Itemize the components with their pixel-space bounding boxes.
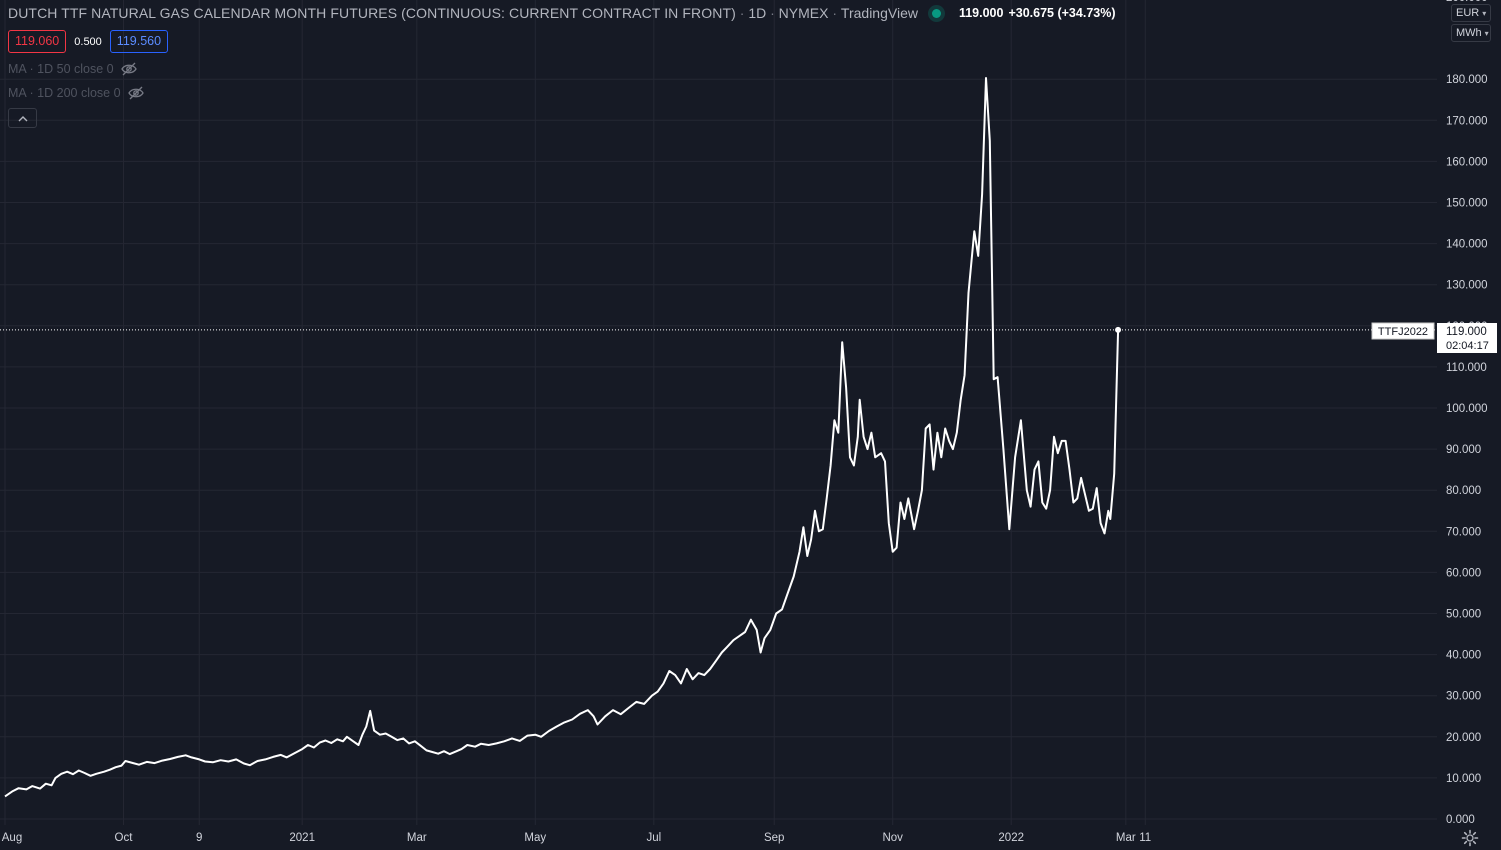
y-tick-label: 70.000 xyxy=(1446,526,1481,538)
interval-label: 1D xyxy=(748,5,767,21)
eye-off-icon[interactable] xyxy=(127,86,145,100)
x-tick-label: 9 xyxy=(196,832,202,844)
price-tag-countdown: 02:04:17 xyxy=(1446,340,1489,352)
settings-gear-icon[interactable] xyxy=(1461,829,1479,847)
price-tag-value: 119.000 xyxy=(1446,326,1487,338)
symbol-title[interactable]: DUTCH TTF NATURAL GAS CALENDAR MONTH FUT… xyxy=(8,5,736,21)
y-tick-label: 40.000 xyxy=(1446,650,1481,662)
y-tick-label: 110.000 xyxy=(1446,362,1487,374)
y-tick-label: 60.000 xyxy=(1446,567,1481,579)
y-tick-label: 10.000 xyxy=(1446,773,1481,785)
price-tag-box xyxy=(1437,323,1497,353)
currency-label: EUR xyxy=(1456,7,1480,19)
y-tick-label: 150.000 xyxy=(1446,198,1488,210)
exchange-label: NYMEX xyxy=(778,5,829,21)
symbol-tag-box xyxy=(1371,322,1435,340)
eye-off-icon[interactable] xyxy=(120,62,138,76)
x-tick-label: Mar xyxy=(1116,832,1136,844)
indicator-label: MA · 1D 50 close 0 xyxy=(8,62,114,76)
sell-button[interactable]: 119.060 xyxy=(8,30,67,53)
price-series-line xyxy=(4,77,1120,798)
y-tick-label: 0.000 xyxy=(1446,814,1475,826)
x-tick-label: Sep xyxy=(764,832,784,844)
x-tick-label: Nov xyxy=(882,832,903,844)
unit-selector[interactable]: MWh ▾ xyxy=(1451,24,1491,42)
symbol-price-tag: TTFJ2022 xyxy=(1371,322,1435,340)
x-tick-label: 2022 xyxy=(998,832,1024,844)
y-tick-label: 80.000 xyxy=(1446,485,1481,497)
y-tick-label: 50.000 xyxy=(1446,609,1481,621)
time-axis[interactable] xyxy=(0,825,1501,850)
y-tick-label: 200.000 xyxy=(1446,0,1488,4)
provider-label: TradingView xyxy=(840,5,918,21)
market-status-icon[interactable] xyxy=(931,8,941,18)
chevron-down-icon: ▾ xyxy=(1482,8,1487,18)
last-price-value: 119.000 xyxy=(958,6,1004,20)
x-tick-label: Jul xyxy=(646,832,661,844)
time-axis-labels: Aug Oct 9 2021 Mar May Jul Sep Nov 2022 Mar 11 xyxy=(2,832,1151,844)
indicator-label: MA · 1D 200 close 0 xyxy=(8,86,121,100)
y-tick-label: 30.000 xyxy=(1446,691,1481,703)
y-tick-label: 160.000 xyxy=(1446,156,1488,168)
x-tick-label: May xyxy=(524,832,546,844)
x-tick-label: 11 xyxy=(1139,832,1151,844)
indicator-ma50[interactable]: MA · 1D 50 close 0 xyxy=(8,62,138,76)
last-price-tag: 119.000 02:04:17 xyxy=(1437,323,1497,353)
chart-legend-header: DUTCH TTF NATURAL GAS CALENDAR MONTH FUT… xyxy=(8,5,1116,21)
chevron-up-icon xyxy=(18,115,27,121)
y-tick-label: 130.000 xyxy=(1446,280,1488,292)
price-axis-labels: 0.000 10.000 20.000 30.000 40.000 50.000 60.00… xyxy=(1446,0,1488,826)
y-tick-label: 90.000 xyxy=(1446,444,1481,456)
x-tick-label: Mar xyxy=(407,832,427,844)
last-price-marker xyxy=(1115,326,1122,333)
spread-value: 0.500 xyxy=(74,35,102,48)
x-tick-label: 2021 xyxy=(289,832,315,844)
y-tick-label: 100.000 xyxy=(1446,403,1488,415)
vertical-gridlines xyxy=(4,0,1146,825)
price-change-value: +30.675 (+34.73%) xyxy=(1008,6,1116,20)
price-axis[interactable] xyxy=(1437,0,1501,850)
x-tick-label: Aug xyxy=(2,832,22,844)
collapse-legend-button[interactable] xyxy=(8,108,37,128)
x-tick-label: Oct xyxy=(115,832,134,844)
buy-button[interactable]: 119.560 xyxy=(109,30,169,53)
bid-ask-row: 119.060 0.500 119.560 xyxy=(8,30,169,53)
symbol-tag-label: TTFJ2022 xyxy=(1378,326,1428,338)
chevron-down-icon: ▾ xyxy=(1484,28,1489,38)
y-tick-label: 20.000 xyxy=(1446,732,1481,744)
y-tick-label: 140.000 xyxy=(1446,239,1488,251)
indicator-ma200[interactable]: MA · 1D 200 close 0 xyxy=(8,86,145,100)
unit-label: MWh xyxy=(1456,27,1482,39)
horizontal-gridlines xyxy=(0,78,1437,820)
y-tick-label: 180.000 xyxy=(1446,74,1488,86)
y-tick-label: 170.000 xyxy=(1446,115,1488,127)
currency-selector[interactable]: EUR ▾ xyxy=(1451,4,1491,22)
